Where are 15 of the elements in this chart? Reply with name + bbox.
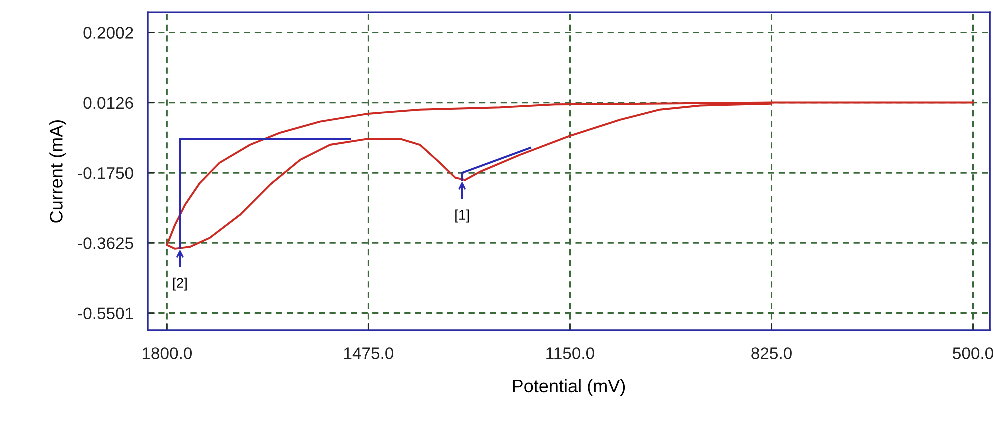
y-tick-label: 0.0126	[84, 97, 134, 110]
annotation: [1]	[456, 210, 470, 223]
y-tick-label: 0.2002	[84, 27, 134, 39]
y-tick-label: -0.3625	[78, 238, 134, 250]
line-series	[166, 102, 974, 250]
x-tick-label: 1150.0	[546, 348, 594, 360]
annotation: [2]	[173, 278, 187, 291]
x-tick-label: 500.0	[953, 348, 993, 360]
y-tick-label: -0.5501	[78, 308, 134, 320]
x-tick-label: 1475.0	[344, 348, 394, 360]
y-axis-title: Current (mA)	[50, 120, 66, 223]
x-tick-label: 1800.0	[142, 348, 192, 360]
y-tick-label: -0.1750	[78, 167, 134, 180]
x-axis-title: Potential (mV)	[513, 379, 626, 396]
x-tick-label: 825.0	[752, 348, 792, 360]
